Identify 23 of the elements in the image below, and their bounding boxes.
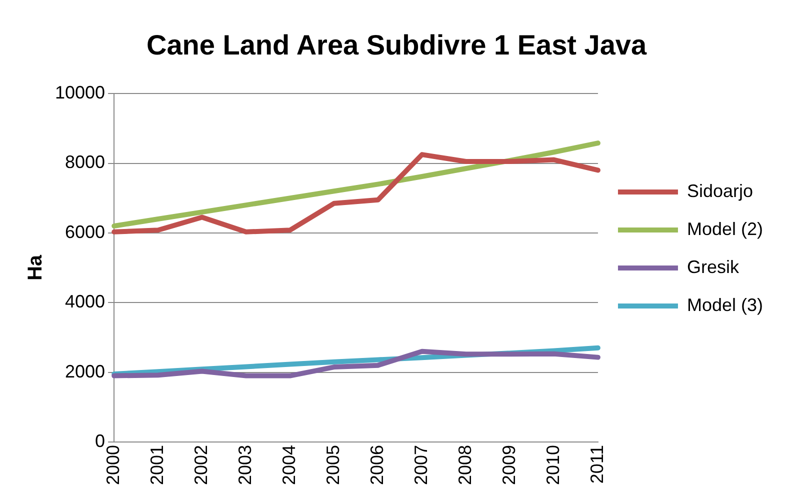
y-tick-label: 8000 [65,152,106,172]
chart-title: Cane Land Area Subdivre 1 East Java [146,30,647,61]
y-axis-title: Ha [24,254,47,281]
legend-label: Model (2) [686,218,764,239]
x-tick-label: 2008 [454,444,475,486]
x-tick-label: 2005 [322,444,343,486]
y-tick-label: 4000 [65,292,106,312]
y-tick-label: 6000 [65,222,106,242]
legend-label: Model (3) [686,294,764,315]
x-tick-label: 2003 [235,444,255,486]
y-tick-label: 2000 [65,361,106,382]
x-tick-label: 2009 [498,444,519,486]
x-tick-label: 2004 [278,444,299,486]
x-tick-label: 2007 [410,444,431,486]
x-tick-label: 2010 [542,444,563,486]
y-tick-label: 10000 [54,82,106,103]
x-tick-label: 2006 [366,444,387,486]
y-tick-label: 0 [95,430,106,451]
x-tick-label: 2011 [586,444,607,484]
x-tick-label: 2002 [191,444,212,486]
legend-label: Gresik [686,256,740,277]
legend-label: Sidoarjo [686,180,754,201]
x-tick-label: 2001 [147,444,168,486]
